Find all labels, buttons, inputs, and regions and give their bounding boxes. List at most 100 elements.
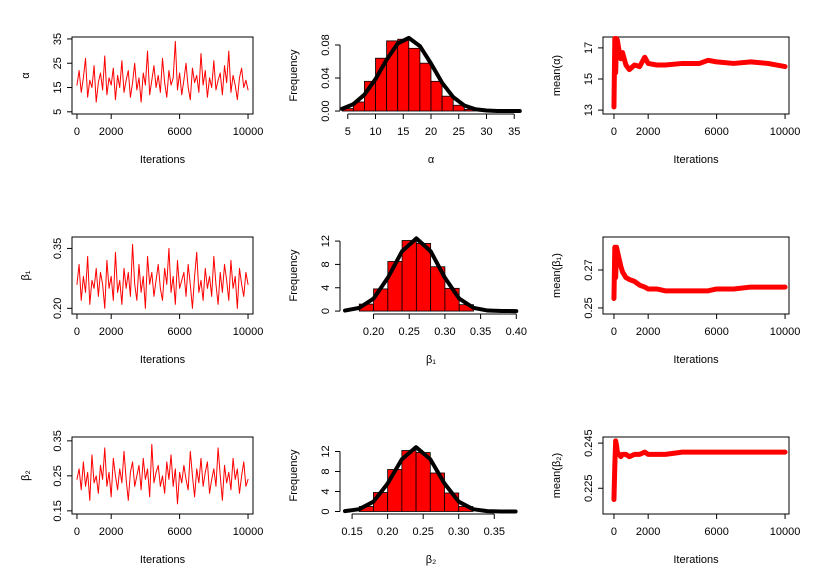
histogram-bar xyxy=(452,104,465,112)
x-axis-label: Iterations xyxy=(140,354,186,366)
y-axis-label: β₂ xyxy=(20,470,32,481)
x-tick-label: 6000 xyxy=(704,526,728,538)
x-tick-label: 0.35 xyxy=(484,526,505,538)
plot-box xyxy=(602,36,790,115)
x-tick-label: 0 xyxy=(74,326,80,338)
y-axis-label: Frequency xyxy=(288,449,300,501)
y-tick-label: 0.04 xyxy=(320,67,332,88)
histogram-bar xyxy=(415,452,431,512)
x-tick-label: 2000 xyxy=(636,326,660,338)
density-curve xyxy=(340,35,522,114)
y-tick-label: 0.35 xyxy=(52,238,64,259)
y-axis-label: mean(β₁) xyxy=(551,253,563,298)
x-tick-label: 10000 xyxy=(233,326,264,338)
x-tick-label: 0.30 xyxy=(448,526,469,538)
y-tick-label: 12 xyxy=(320,445,332,457)
y-tick-label: 0.00 xyxy=(320,100,332,121)
x-tick-label: 15 xyxy=(397,126,409,138)
x-axis-label: Iterations xyxy=(673,354,719,366)
histogram-bar xyxy=(387,261,403,312)
y-axis-label: mean(β₂) xyxy=(551,453,563,498)
y-tick-label: 12 xyxy=(320,235,332,247)
x-tick-label: 0.15 xyxy=(341,526,362,538)
x-tick-label: 2000 xyxy=(636,126,660,138)
y-tick-label: 17 xyxy=(583,42,595,54)
trace-line xyxy=(611,36,788,110)
y-tick-label: 0.35 xyxy=(52,430,64,451)
x-tick-label: 6000 xyxy=(704,326,728,338)
x-tick-label: 6000 xyxy=(167,526,191,538)
plot-box xyxy=(71,36,254,115)
y-tick-label: 0.25 xyxy=(52,465,64,486)
histogram-bar xyxy=(397,38,410,112)
x-tick-label: 2000 xyxy=(99,526,123,538)
x-tick-label: 6000 xyxy=(704,126,728,138)
x-tick-label: 0.40 xyxy=(506,326,527,338)
x-tick-label: 0 xyxy=(611,326,617,338)
x-tick-label: 0.35 xyxy=(470,326,491,338)
y-tick-label: 0.08 xyxy=(320,34,332,55)
x-tick-label: 10 xyxy=(369,126,381,138)
x-tick-label: 2000 xyxy=(99,326,123,338)
x-tick-label: 10000 xyxy=(770,126,801,138)
x-tick-label: 5 xyxy=(345,126,351,138)
x-tick-label: 10000 xyxy=(233,526,264,538)
y-tick-label: 4 xyxy=(320,488,332,494)
y-tick-label: 0.20 xyxy=(52,298,64,319)
x-tick-label: 10000 xyxy=(770,326,801,338)
x-tick-label: 10000 xyxy=(233,126,264,138)
x-axis-label: Iterations xyxy=(140,554,186,566)
x-tick-label: 0.20 xyxy=(377,526,398,538)
histogram-bar xyxy=(419,62,432,112)
y-tick-label: 15 xyxy=(583,73,595,85)
y-tick-label: 4 xyxy=(320,285,332,291)
x-axis-label: β₁ xyxy=(426,354,436,366)
x-tick-label: 30 xyxy=(480,126,492,138)
y-axis-label: mean(α) xyxy=(551,55,563,96)
trace-line xyxy=(611,438,788,503)
x-tick-label: 0.20 xyxy=(363,326,384,338)
y-tick-label: 13 xyxy=(583,104,595,116)
x-axis-label: β₂ xyxy=(426,554,437,566)
y-tick-label: 0.15 xyxy=(52,500,64,521)
x-axis-label: Iterations xyxy=(140,154,186,166)
x-tick-label: 0 xyxy=(611,526,617,538)
plot-box xyxy=(602,236,790,315)
x-axis-label: Iterations xyxy=(673,154,719,166)
y-tick-label: 5 xyxy=(52,109,64,115)
x-tick-label: 10000 xyxy=(770,526,801,538)
y-tick-label: 0.225 xyxy=(583,474,595,502)
histogram-bar xyxy=(415,243,432,312)
x-tick-label: 0.25 xyxy=(399,326,420,338)
y-axis-label: Frequency xyxy=(288,249,300,301)
y-tick-label: 8 xyxy=(320,261,332,267)
x-tick-label: 0.25 xyxy=(412,526,433,538)
y-tick-label: 25 xyxy=(52,57,64,69)
histogram-bar xyxy=(441,95,454,112)
y-tick-label: 0 xyxy=(320,308,332,314)
y-axis-label: β₁ xyxy=(20,270,32,280)
histogram-bar xyxy=(408,47,421,112)
plot-box xyxy=(71,236,254,315)
x-tick-label: 2000 xyxy=(99,126,123,138)
histogram-bar xyxy=(430,80,443,112)
x-tick-label: 0.30 xyxy=(434,326,455,338)
density-curve xyxy=(342,445,518,514)
x-axis-label: Iterations xyxy=(673,554,719,566)
y-tick-label: 15 xyxy=(52,81,64,93)
y-tick-label: 0.245 xyxy=(583,429,595,457)
histogram-bar xyxy=(444,287,460,312)
y-tick-label: 35 xyxy=(52,33,64,45)
density-curve xyxy=(343,236,519,314)
trace-line xyxy=(611,244,788,301)
trace-line xyxy=(76,40,249,103)
y-axis-label: α xyxy=(20,72,32,79)
y-tick-label: 0.27 xyxy=(583,259,595,280)
x-tick-label: 0 xyxy=(74,526,80,538)
x-tick-label: 25 xyxy=(453,126,465,138)
plot-box xyxy=(602,436,790,515)
y-tick-label: 0 xyxy=(320,508,332,514)
y-tick-label: 8 xyxy=(320,468,332,474)
x-tick-label: 0 xyxy=(74,126,80,138)
